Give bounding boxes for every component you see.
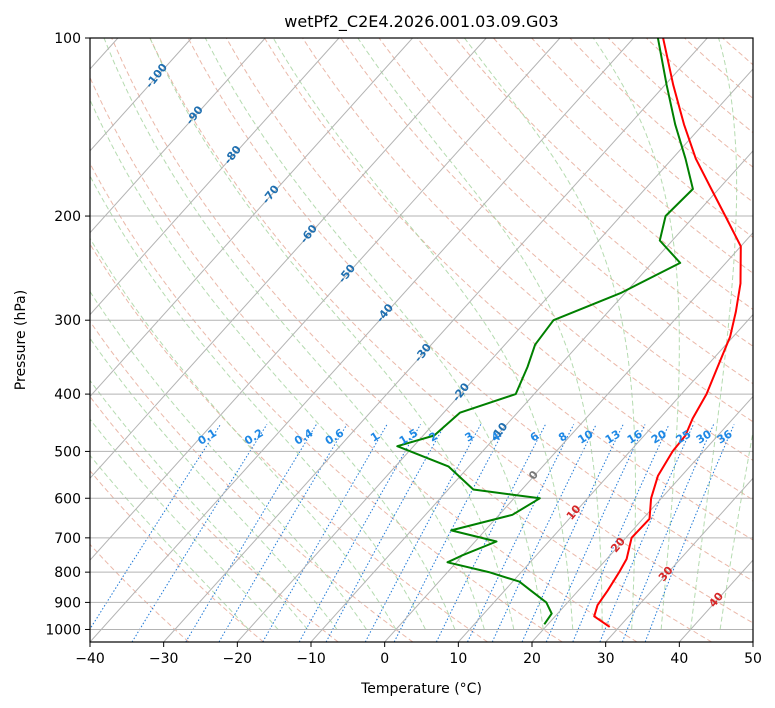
x-tick-label: −30 [149,651,179,667]
dry-adiabat-line [90,76,638,642]
mixing-ratio-line [90,424,221,630]
isotherm-line [457,313,753,642]
x-axis-label: Temperature (°C) [360,681,482,697]
dry-adiabat-line [187,38,753,582]
mixing-ratio-line [262,424,388,642]
x-tick-label: 50 [744,651,762,667]
dry-adiabat-line [340,38,753,423]
isotherm-line [310,150,753,642]
x-axis: −40 −30 −20 −10 0 10 20 30 40 50 [75,642,762,667]
profile-line [593,38,742,628]
dry-adiabat-line [90,162,563,642]
moist-adiabat-line [690,38,738,630]
isotherm-line [163,38,708,642]
background-lines [90,38,753,642]
isotherm-line [90,38,266,234]
y-tick-label: 500 [54,444,81,460]
isotherm-line [384,231,753,642]
x-tick-label: 10 [449,651,467,667]
dry-adiabat-line [416,38,753,347]
mixing-ratio-line [298,424,421,642]
profile-lines [396,38,742,628]
x-tick-label: −10 [296,651,326,667]
y-axis: 100 200 300 400 500 600 700 800 900 1000 [45,31,90,638]
moist-adiabat-line [90,237,397,630]
isotherm-line [90,38,487,480]
dry-adiabat-line [264,38,753,501]
moist-adiabat-line [90,454,249,630]
x-tick-label: 30 [597,651,615,667]
mixing-ratio-line [621,424,715,642]
isotherm-line [90,38,561,561]
mixing-ratio-line [435,424,546,642]
isotherm-line [90,38,340,316]
mixing-ratio-line [644,424,735,642]
y-tick-label: 900 [54,595,81,611]
moist-adiabat-line [272,38,574,630]
y-tick-label: 600 [54,491,81,507]
moist-adiabat-line [90,290,367,630]
grid-lines [90,38,753,642]
dry-adiabat-line [90,243,488,642]
x-tick-label: −20 [223,651,253,667]
x-tick-label: 40 [670,651,688,667]
mixing-ratio-line [467,424,575,642]
mixing-ratio-line [364,424,482,642]
moist-adiabat-line [103,38,485,630]
dry-adiabat-line [149,38,753,624]
isotherm-line [605,477,753,642]
mixing-ratio-line [491,424,597,642]
profile-line [396,38,694,625]
mixing-ratio-line [185,424,317,642]
y-tick-label: 1000 [45,622,81,638]
moist-adiabat-line [90,174,426,630]
moist-adiabat-line [357,38,603,630]
moist-adiabat-line [204,38,544,630]
plot-frame [89,37,754,643]
moist-adiabat-line [90,418,279,630]
isotherm-line [236,68,753,642]
isotherm-line [531,395,753,642]
isotherm-line [90,38,192,152]
mixing-ratio-line [325,424,446,642]
y-tick-label: 300 [54,313,81,329]
dry-adiabat-line [90,395,339,642]
dry-adiabat-line [455,38,753,311]
y-tick-label: 700 [54,531,81,547]
mixing-ratio-line [521,424,624,642]
y-axis-label: Pressure (hPa) [13,290,29,390]
y-tick-label: 100 [54,31,81,47]
y-tick-label: 400 [54,387,81,403]
x-tick-label: 20 [523,651,541,667]
chart-title: wetPf2_C2E4.2026.001.03.09.G03 [284,12,558,32]
mixing-ratio-line [545,424,646,642]
x-tick-label: 0 [380,651,389,667]
moist-adiabat-line [592,38,680,630]
mixing-ratio-line [393,424,508,642]
moist-adiabat-line [464,38,636,630]
isotherm-line [90,38,413,398]
y-tick-label: 800 [54,565,81,581]
y-tick-label: 200 [54,209,81,225]
isotherm-line [90,38,634,642]
dry-adiabat-line [90,470,264,642]
moist-adiabat-line [719,429,753,630]
moist-adiabat-line [90,98,456,630]
x-tick-label: −40 [75,651,105,667]
